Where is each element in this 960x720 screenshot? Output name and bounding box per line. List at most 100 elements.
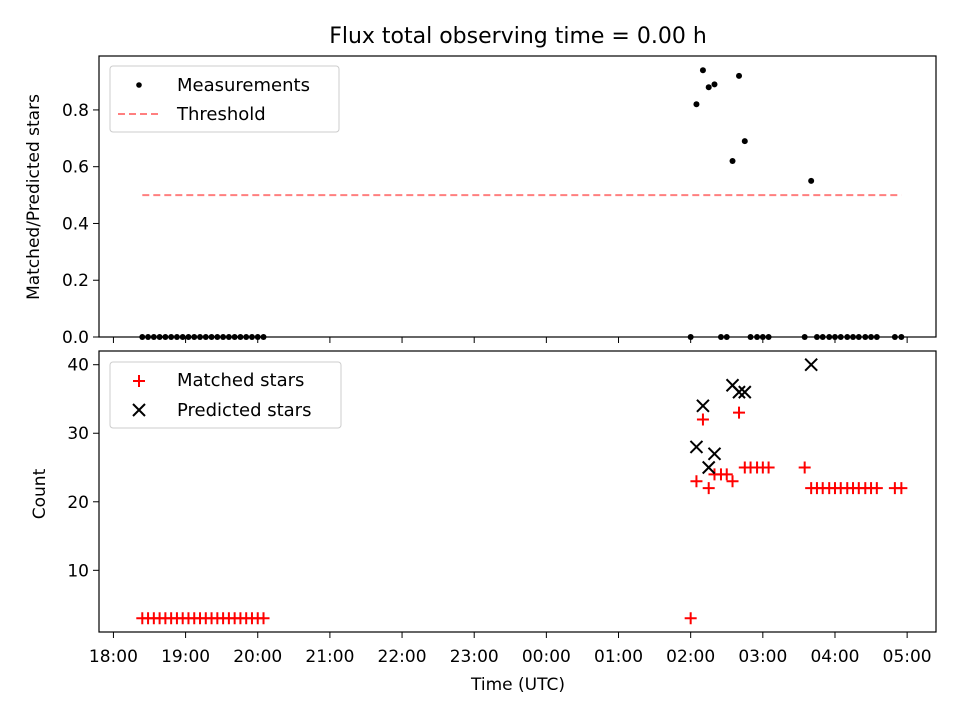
x-tick-label: 00:00 bbox=[522, 647, 571, 667]
measurement-point bbox=[873, 334, 880, 340]
x-tick-label: 03:00 bbox=[738, 647, 787, 667]
legend-measurements: Measurements bbox=[177, 75, 310, 96]
measurement-point bbox=[808, 177, 815, 184]
x-tick-label: 21:00 bbox=[305, 647, 354, 667]
measurement-point bbox=[826, 334, 833, 340]
y-tick-label-count: 40 bbox=[67, 356, 89, 376]
matched-star-point bbox=[696, 413, 709, 426]
measurement-point bbox=[855, 334, 862, 340]
predicted-star-point bbox=[696, 399, 710, 413]
count-legend-box bbox=[109, 361, 342, 429]
measurement-point bbox=[145, 334, 152, 340]
marks-count bbox=[136, 357, 908, 625]
legend-matched-stars: Matched stars bbox=[177, 370, 304, 391]
x-tick-label: 04:00 bbox=[810, 647, 859, 667]
measurement-point bbox=[723, 334, 730, 340]
measurement-point bbox=[173, 334, 180, 340]
ratio-ylabel: Matched/Predicted stars bbox=[24, 94, 44, 300]
measurement-point bbox=[765, 334, 772, 340]
y-tick-label-ratio: 0.2 bbox=[62, 271, 89, 291]
matched-star-point bbox=[762, 461, 775, 474]
x-tick-label: 19:00 bbox=[161, 647, 210, 667]
predicted-star-point bbox=[702, 460, 716, 475]
measurement-point bbox=[214, 334, 221, 340]
legend-threshold: Threshold bbox=[176, 104, 266, 125]
measurement-point bbox=[862, 334, 869, 340]
predicted-star-point bbox=[689, 440, 704, 454]
legend-predicted-stars: Predicted stars bbox=[177, 400, 311, 421]
measurement-point bbox=[237, 334, 244, 340]
y-tick-label-count: 30 bbox=[67, 424, 89, 444]
measurement-point bbox=[813, 334, 820, 340]
matched-star-point bbox=[720, 468, 733, 481]
measurement-point bbox=[801, 334, 808, 340]
count-ylabel: Count bbox=[30, 468, 50, 519]
matched-legend-marker bbox=[133, 375, 145, 387]
measurement-point bbox=[699, 67, 706, 74]
matched-star-point bbox=[895, 482, 908, 495]
matched-star-point bbox=[702, 482, 715, 495]
measurement-point bbox=[260, 334, 267, 340]
measurement-point bbox=[747, 334, 754, 340]
measurement-point bbox=[150, 334, 157, 340]
measurement-point bbox=[248, 334, 255, 340]
measurement-point bbox=[179, 334, 186, 340]
matched-star-point bbox=[798, 461, 811, 474]
measurement-point bbox=[898, 334, 905, 340]
measurement-point bbox=[225, 334, 232, 340]
ratio-plot: Matched/Predicted stars Measurements Thr… bbox=[24, 55, 937, 348]
y-tick-label-ratio: 0.6 bbox=[62, 158, 89, 178]
ratio-plot-frame bbox=[98, 55, 937, 338]
measurement-point bbox=[185, 334, 192, 340]
measurement-point bbox=[208, 334, 215, 340]
measurement-point bbox=[705, 84, 712, 91]
x-tick-label: 20:00 bbox=[233, 647, 282, 667]
measurement-point bbox=[819, 334, 826, 340]
x-tick-label: 05:00 bbox=[883, 647, 932, 667]
ratio-legend-box bbox=[109, 65, 340, 133]
predicted-star-point bbox=[804, 357, 818, 372]
y-tick-label-ratio: 0.8 bbox=[62, 101, 89, 121]
ratio-legend: Measurements Threshold bbox=[109, 65, 340, 133]
measurement-point bbox=[850, 334, 857, 340]
y-tick-label-count: 20 bbox=[67, 493, 89, 513]
matched-star-point bbox=[684, 612, 697, 625]
measurement-point bbox=[243, 334, 250, 340]
measurement-point bbox=[191, 334, 198, 340]
y-tick-label-count: 10 bbox=[67, 561, 89, 581]
x-tick-label: 22:00 bbox=[378, 647, 427, 667]
measurement-point bbox=[197, 334, 204, 340]
measurement-point bbox=[729, 158, 736, 165]
measurement-point bbox=[754, 334, 761, 340]
matched-star-point bbox=[257, 612, 270, 625]
measurement-point bbox=[162, 334, 169, 340]
measurement-point bbox=[868, 334, 875, 340]
measurement-point bbox=[156, 334, 163, 340]
predicted-legend-marker bbox=[132, 403, 146, 417]
matched-star-point bbox=[690, 475, 703, 488]
measurement-point bbox=[220, 334, 227, 340]
x-tick-label: 01:00 bbox=[594, 647, 643, 667]
measurement-point bbox=[711, 81, 718, 88]
measurement-point bbox=[168, 334, 175, 340]
x-tick-label: 23:00 bbox=[450, 647, 499, 667]
measurement-point bbox=[231, 334, 238, 340]
count-legend: Matched stars Predicted stars bbox=[109, 361, 342, 429]
measurement-point bbox=[741, 138, 748, 145]
matched-star-point bbox=[870, 482, 883, 495]
chart-title: Flux total observing time = 0.00 h bbox=[329, 24, 707, 49]
matched-star-point bbox=[726, 475, 739, 488]
predicted-star-point bbox=[732, 385, 746, 399]
predicted-star-point bbox=[738, 385, 752, 399]
x-axis-label: Time (UTC) bbox=[470, 675, 565, 695]
y-tick-label-ratio: 0.4 bbox=[62, 214, 89, 234]
measurement-point bbox=[717, 334, 724, 340]
marks-ratio bbox=[139, 67, 905, 340]
measurement-point bbox=[837, 334, 844, 340]
x-tick-label: 02:00 bbox=[666, 647, 715, 667]
measurement-point bbox=[693, 101, 700, 108]
predicted-star-point bbox=[707, 447, 722, 461]
measurement-point bbox=[736, 72, 743, 79]
measurement-point bbox=[891, 334, 898, 340]
